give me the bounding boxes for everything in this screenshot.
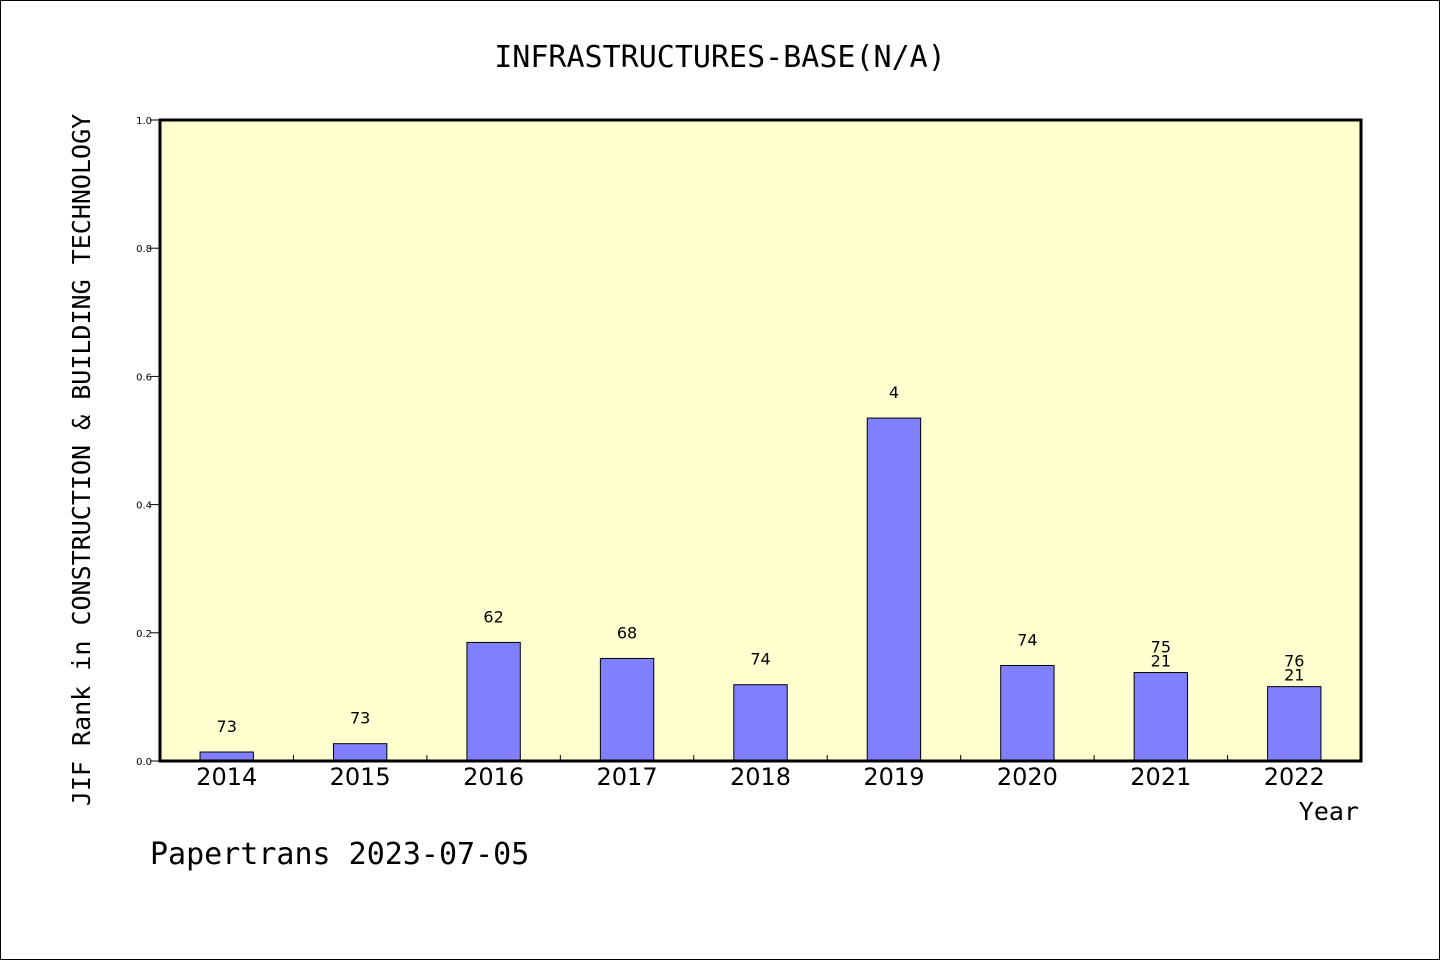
x-tick-label-2022: 2022: [1264, 763, 1325, 791]
plot-area: [160, 120, 1361, 761]
y-tick-label-1: 0.2: [136, 629, 152, 640]
y-tick-label-0: 0.0: [136, 757, 152, 768]
data-label-2016-0: 62: [483, 607, 503, 626]
x-tick-label-2021: 2021: [1130, 763, 1191, 791]
bar-2016: [466, 641, 521, 762]
data-label-2018-0: 74: [750, 650, 770, 669]
data-label-2020-0: 74: [1017, 630, 1037, 649]
plot-frame: [158, 118, 1363, 763]
bar-2017: [599, 657, 655, 762]
x-axis-title: Year: [1299, 797, 1359, 826]
data-label-2014-0: 73: [217, 717, 237, 736]
bar-2019: [866, 417, 922, 762]
data-label-2021-1: 21: [1151, 652, 1171, 671]
x-tick-label-2014: 2014: [196, 763, 257, 791]
data-label-2017-0: 68: [617, 623, 637, 642]
bar-2018: [733, 684, 788, 762]
y-tick-label-5: 1.0: [136, 116, 152, 127]
bars: [199, 417, 1322, 762]
data-label-2022-0: 76: [1284, 652, 1304, 671]
y-tick-label-4: 0.8: [136, 244, 152, 255]
data-label-2022-1: 21: [1284, 666, 1304, 685]
x-tick-label-2017: 2017: [597, 763, 658, 791]
bar-2015: [332, 743, 388, 762]
y-axis-title: JIF Rank in CONSTRUCTION & BUILDING TECH…: [67, 114, 96, 806]
footer-text: Papertrans 2023-07-05: [150, 837, 529, 872]
x-tick-label-2016: 2016: [463, 763, 524, 791]
data-label-2015-0: 73: [350, 709, 370, 728]
x-axis: 2014 2015 2016 2017 2018 2019 2020 2021 2022: [196, 755, 1325, 791]
x-tick-label-2019: 2019: [863, 763, 924, 791]
x-tick-label-2015: 2015: [330, 763, 391, 791]
data-label-2021-0: 75: [1151, 638, 1171, 657]
bar-2020: [1000, 664, 1055, 762]
x-tick-label-2018: 2018: [730, 763, 791, 791]
data-label-2019-0: 4: [889, 383, 899, 402]
y-tick-label-2: 0.4: [136, 501, 152, 512]
bar-2022: [1267, 686, 1322, 762]
bar-2021: [1133, 672, 1189, 762]
y-tick-label-3: 0.6: [136, 372, 152, 383]
chart-title: INFRASTRUCTURES-BASE(N/A): [494, 40, 946, 75]
y-axis: 0.0 0.2 0.4 0.6 0.8 1.0: [136, 116, 160, 768]
x-tick-label-2020: 2020: [997, 763, 1058, 791]
